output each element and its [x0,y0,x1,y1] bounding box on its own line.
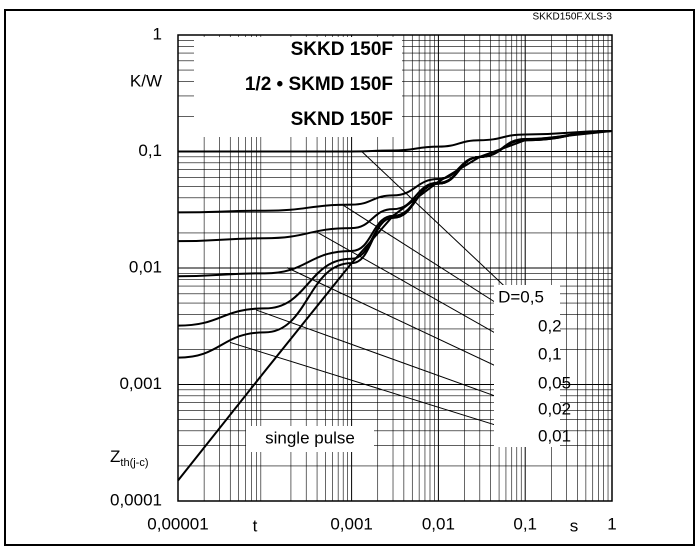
series-label: single pulse [265,428,355,447]
y-unit: K/W [130,71,162,90]
pulse-label-box [246,426,374,452]
x-tick-label: 0,001 [330,514,373,533]
series-line [177,129,613,359]
leader-line [361,150,518,299]
series-label: 0,02 [538,399,571,418]
y-tick-label: 0,0001 [110,490,162,509]
series-line [177,129,613,482]
x-axis-label: t [253,516,258,535]
series-label: 0,2 [538,316,562,335]
y-axis-label: Zth(j-c) [110,447,149,468]
y-tick-label: 1 [153,24,162,43]
series-label: 0,1 [538,344,562,363]
y-tick-label: 0,01 [129,257,162,276]
curves [177,129,613,482]
chart-title: SKND 150F [291,109,393,130]
y-tick-label: 0,1 [138,141,162,160]
x-tick-label: 0,00001 [147,514,208,533]
overlay: D=0,5 0,2 0,1 0,05 0,02 0,01 single pulse SKKD … [194,37,571,452]
y-tick-label: 0,001 [119,374,162,393]
chart-title: 1/2 • SKMD 150F [245,74,393,95]
plot-border [177,34,613,502]
series-label: D=0,5 [498,287,544,306]
label-box [494,285,560,447]
chart-title: SKKD 150F [291,39,393,60]
x-tick-label: 0,01 [422,514,455,533]
x-tick-label: 0,1 [513,514,537,533]
series-label: 0,05 [538,373,571,392]
leader-line [230,341,535,438]
leader-line [286,267,535,385]
x-tick-label: 1 [607,514,616,533]
x-unit: s [570,516,579,535]
title-box [194,37,402,137]
series-label: 0,01 [538,426,571,445]
y-label-sub: th(j-c) [120,457,148,469]
file-label: SKKD150F.XLS-3 [533,12,613,23]
y-label-main: Z [110,447,120,466]
leader-line [256,309,535,411]
series-line [178,129,613,153]
